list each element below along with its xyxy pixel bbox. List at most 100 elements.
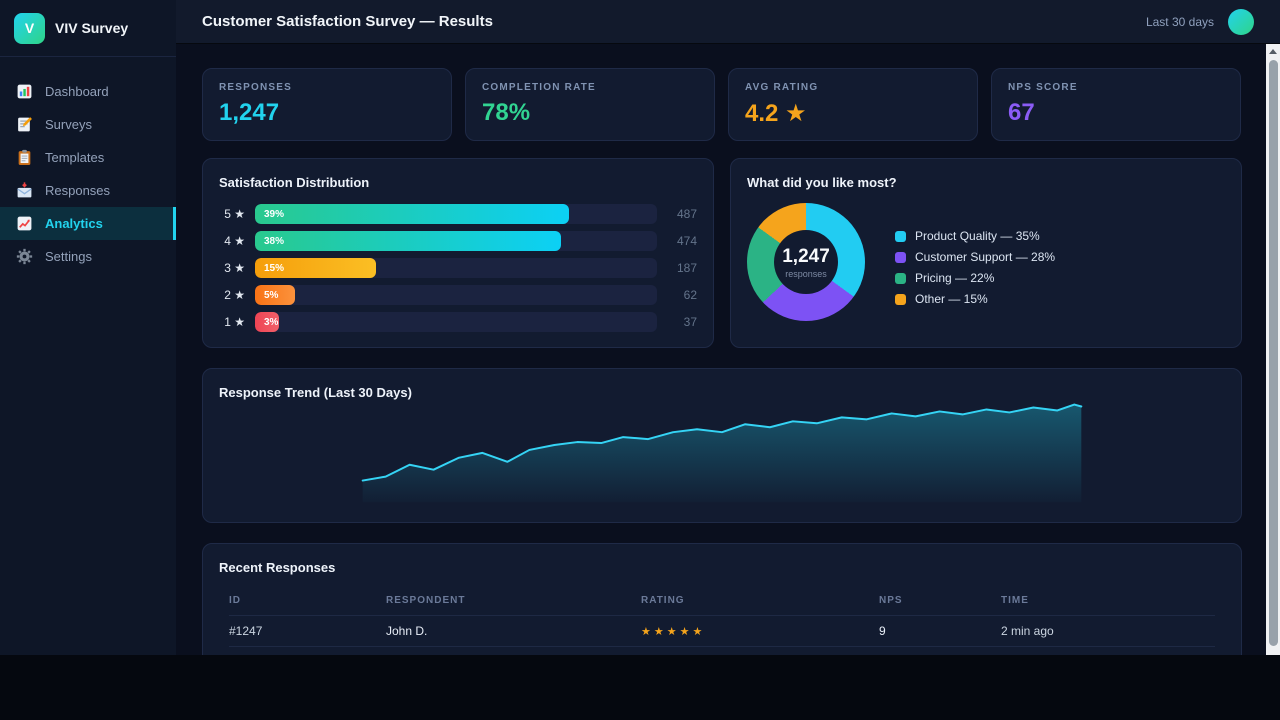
sidebar-nav: Dashboard Surveys Templates Responses Analyt… (0, 75, 176, 273)
legend-item: Product Quality — 35% (895, 229, 1055, 243)
page-title: Customer Satisfaction Survey — Results (202, 13, 493, 30)
scrollbar-up-button[interactable] (1266, 44, 1280, 58)
rating-label: 3 ★ (224, 261, 245, 275)
surveys-icon (16, 116, 33, 133)
trend-area-fill (362, 404, 1082, 503)
legend-swatch (895, 272, 906, 284)
date-range-filter[interactable]: Last 30 days (1145, 14, 1214, 29)
column-header-id: ID (229, 595, 241, 606)
bar-fill: 3% (255, 312, 280, 332)
legend-item: Other — 15% (895, 292, 1055, 306)
sidebar-item-templates[interactable]: Templates (0, 141, 176, 174)
distribution-row: 1 ★ 3% 37 (219, 312, 697, 332)
brand-name: VIV Survey (55, 20, 129, 36)
kpi-value: 78% (482, 99, 531, 126)
templates-icon (16, 149, 33, 166)
bar-track: 5% (255, 285, 657, 305)
distribution-row: 2 ★ 5% 62 (219, 285, 697, 305)
panel-title: Satisfaction Distribution (219, 175, 370, 190)
response-trend-panel: Response Trend (Last 30 Days) (202, 368, 1242, 523)
kpi-card-completion-rate: COMPLETION RATE 78% (465, 68, 715, 141)
table-body: #1247 John D. ★★★★★ 9 2 min ago (229, 616, 1215, 647)
bar-track: 38% (255, 231, 657, 251)
table-row[interactable]: #1247 John D. ★★★★★ 9 2 min ago (229, 616, 1215, 647)
distribution-row: 3 ★ 15% 187 (219, 258, 697, 278)
cell-rating-stars: ★★★★★ (641, 625, 706, 638)
column-header-time: TIME (1001, 595, 1029, 606)
satisfaction-distribution-panel: Satisfaction Distribution 5 ★ 39% 487 4 ★ 38… (202, 158, 714, 348)
legend-item: Pricing — 22% (895, 271, 1055, 285)
kpi-label: COMPLETION RATE (482, 82, 596, 93)
legend-label: Other — 15% (915, 292, 988, 306)
kpi-value: 4.2 ★ (745, 100, 807, 127)
bar-percent-label: 38% (264, 235, 285, 247)
donut-center-value: 1,247 (782, 245, 830, 267)
bar-percent-label: 3% (264, 316, 279, 328)
kpi-label: AVG RATING (745, 82, 819, 93)
bar-count: 62 (683, 288, 697, 302)
distribution-row: 4 ★ 38% 474 (219, 231, 697, 251)
scrollbar-track[interactable] (1266, 44, 1280, 655)
kpi-value: 1,247 (219, 99, 280, 126)
legend-label: Product Quality — 35% (915, 229, 1040, 243)
sidebar-item-label: Settings (45, 249, 92, 264)
user-avatar[interactable] (1228, 8, 1254, 35)
trend-line (361, 403, 1083, 482)
kpi-card-nps-score: NPS SCORE 67 (991, 68, 1241, 141)
brand-logo[interactable]: V VIV Survey (0, 0, 176, 57)
sidebar-item-label: Templates (45, 150, 105, 165)
bar-count: 187 (676, 261, 697, 275)
trend-area-chart (361, 403, 1083, 503)
like-most-panel: What did you like most? 1,247 responses … (730, 158, 1242, 348)
responses-icon (16, 182, 33, 199)
bar-count: 474 (676, 234, 697, 248)
donut-center: 1,247 responses (774, 230, 838, 294)
rating-label: 5 ★ (224, 207, 245, 221)
cell-id: #1247 (229, 624, 263, 638)
donut-center-label: responses (785, 268, 827, 279)
bar-percent-label: 39% (264, 208, 285, 220)
cell-time: 2 min ago (1001, 624, 1054, 638)
kpi-row: RESPONSES 1,247 COMPLETION RATE 78% AVG RATI… (202, 68, 1242, 141)
donut-chart: 1,247 responses (747, 203, 865, 321)
distribution-row: 5 ★ 39% 487 (219, 204, 697, 224)
rating-label: 1 ★ (224, 315, 245, 329)
legend-swatch (895, 293, 906, 305)
bar-percent-label: 15% (264, 262, 285, 274)
sidebar-item-surveys[interactable]: Surveys (0, 108, 176, 141)
bar-count: 487 (676, 207, 697, 221)
settings-icon (16, 248, 33, 265)
cell-nps: 9 (879, 624, 886, 638)
kpi-card-responses: RESPONSES 1,247 (202, 68, 452, 141)
charts-row: Satisfaction Distribution 5 ★ 39% 487 4 ★ 38… (202, 158, 1242, 348)
recent-responses-table: ID RESPONDENT RATING NPS TIME #1247 John D. ★★… (219, 595, 1225, 647)
table-header-row: ID RESPONDENT RATING NPS TIME (229, 595, 1215, 616)
bar-fill: 5% (255, 285, 296, 305)
sidebar-item-analytics[interactable]: Analytics (0, 207, 176, 240)
analytics-icon (16, 215, 33, 232)
sidebar-item-label: Surveys (45, 117, 92, 132)
bar-track: 39% (255, 204, 657, 224)
bar-fill: 15% (255, 258, 376, 278)
sidebar-item-dashboard[interactable]: Dashboard (0, 75, 176, 108)
panel-title: What did you like most? (747, 175, 897, 190)
sidebar-item-responses[interactable]: Responses (0, 174, 176, 207)
bar-track: 15% (255, 258, 657, 278)
recent-responses-panel: Recent Responses ID RESPONDENT RATING NPS TI… (202, 543, 1242, 655)
cell-respondent: John D. (386, 624, 428, 638)
column-header-respondent: RESPONDENT (386, 595, 466, 606)
bar-count: 37 (683, 315, 697, 329)
distribution-bar-chart: 5 ★ 39% 487 4 ★ 38% 474 3 ★ 15% 187 2 ★ 5% 62 1 ★ 3% 3… (219, 204, 697, 332)
sidebar-item-label: Analytics (45, 216, 103, 231)
panel-title: Recent Responses (219, 560, 336, 575)
app-window: V VIV Survey Dashboard Surveys Templates Re… (0, 0, 1280, 655)
legend-swatch (895, 230, 906, 242)
bar-percent-label: 5% (264, 289, 279, 301)
kpi-card-avg-rating: AVG RATING 4.2 ★ (728, 68, 978, 141)
kpi-value: 67 (1008, 99, 1035, 126)
scrollbar-thumb[interactable] (1268, 60, 1278, 646)
kpi-label: RESPONSES (219, 82, 293, 93)
column-header-rating: RATING (641, 595, 685, 606)
header-right: Last 30 days (1145, 8, 1254, 35)
sidebar-item-settings[interactable]: Settings (0, 240, 176, 273)
